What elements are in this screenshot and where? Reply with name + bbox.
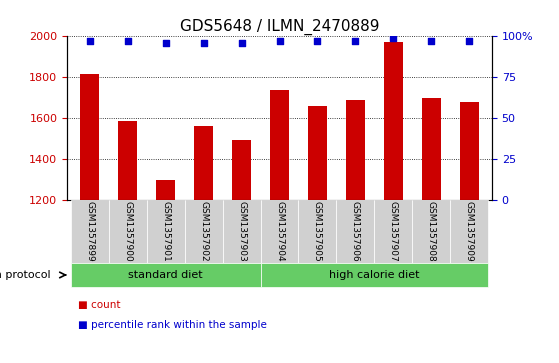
Point <box>199 40 208 46</box>
Text: GSM1357909: GSM1357909 <box>465 201 473 262</box>
Bar <box>194 126 213 200</box>
Text: GSM1357908: GSM1357908 <box>427 201 435 262</box>
Point <box>86 38 94 44</box>
Point <box>237 40 246 46</box>
Text: ■ percentile rank within the sample: ■ percentile rank within the sample <box>78 320 267 330</box>
Bar <box>308 106 327 200</box>
Point <box>465 38 473 44</box>
Point <box>351 38 360 44</box>
Text: GSM1357906: GSM1357906 <box>351 201 360 262</box>
Text: growth protocol: growth protocol <box>0 270 50 280</box>
Point <box>124 38 132 44</box>
Bar <box>346 99 365 200</box>
Point <box>427 38 435 44</box>
Point <box>389 35 398 41</box>
Bar <box>270 90 289 200</box>
Text: GSM1357904: GSM1357904 <box>275 201 284 262</box>
Bar <box>459 102 479 200</box>
Text: GSM1357907: GSM1357907 <box>389 201 398 262</box>
Text: high calorie diet: high calorie diet <box>329 270 420 280</box>
Text: GSM1357899: GSM1357899 <box>86 201 94 262</box>
Text: GSM1357902: GSM1357902 <box>199 201 208 262</box>
Bar <box>232 140 251 200</box>
Bar <box>119 121 138 200</box>
Bar <box>384 42 403 200</box>
Point <box>313 38 322 44</box>
Bar <box>156 180 175 200</box>
Text: ■ count: ■ count <box>78 300 121 310</box>
Title: GDS5648 / ILMN_2470889: GDS5648 / ILMN_2470889 <box>180 19 379 35</box>
Point <box>161 40 170 46</box>
Text: GSM1357903: GSM1357903 <box>237 201 246 262</box>
Bar <box>80 74 100 200</box>
Point <box>275 38 284 44</box>
Text: standard diet: standard diet <box>129 270 203 280</box>
Text: GSM1357905: GSM1357905 <box>313 201 322 262</box>
Text: GSM1357900: GSM1357900 <box>124 201 132 262</box>
Bar <box>421 98 440 200</box>
Text: GSM1357901: GSM1357901 <box>161 201 170 262</box>
